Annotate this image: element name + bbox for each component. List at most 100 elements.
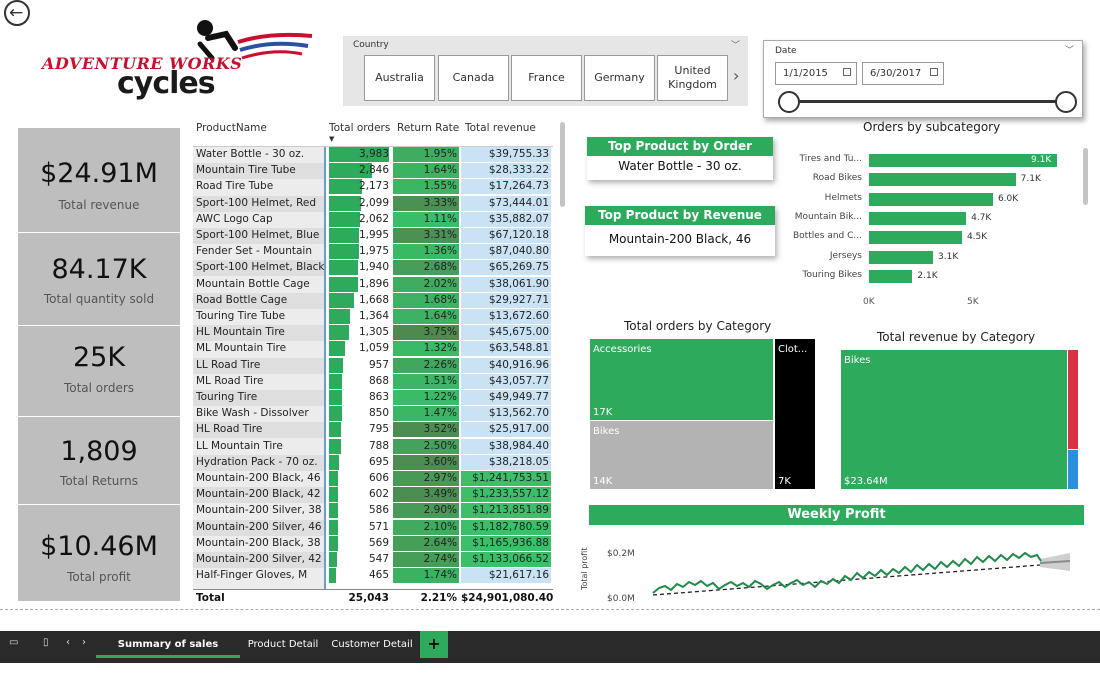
chart-scrollbar[interactable] [1083, 148, 1088, 205]
date-start-handle[interactable] [778, 91, 800, 113]
orders-data-bar [329, 373, 343, 389]
subcategory-bar[interactable] [869, 269, 913, 283]
cell-return-rate: 1.47% [393, 406, 459, 422]
table-row[interactable]: Road Bottle Cage 1,668 1.68% $29,927.71 [193, 292, 553, 309]
total-label: Total [196, 592, 225, 604]
card-value: Water Bottle - 30 oz. [618, 159, 742, 173]
category-label: Jerseys [829, 250, 862, 261]
header-product-name[interactable]: ProductName [196, 122, 267, 134]
table-row[interactable]: Half-Finger Gloves, M 465 1.74% $21,617.16 [193, 568, 553, 584]
prev-page-icon[interactable]: ‹ [66, 637, 70, 648]
header-return-rate[interactable]: Return Rate [397, 122, 460, 134]
subcategory-bar[interactable] [869, 211, 967, 225]
table-row[interactable]: Mountain-200 Black, 38 569 2.64% $1,165,936… [193, 535, 553, 552]
table-row[interactable]: Mountain-200 Silver, 42 547 2.74% $1,133,06… [193, 552, 553, 568]
treemap-cell-clothing-revenue[interactable] [1068, 450, 1078, 489]
orders-data-bar [329, 179, 362, 195]
total-orders: 25,043 [348, 592, 389, 604]
orders-data-bar [329, 357, 344, 373]
cell-total-revenue: $65,269.75 [461, 260, 551, 276]
table-row[interactable]: Mountain-200 Silver, 46 571 2.10% $1,182,78… [193, 519, 553, 536]
cell-product-name: LL Road Tire [196, 358, 261, 371]
table-row[interactable]: Road Tire Tube 2,173 1.55% $17,264.73 [193, 179, 553, 195]
cell-total-revenue: $67,120.18 [461, 228, 551, 243]
header-total-orders[interactable]: Total orders [329, 122, 391, 134]
top-product-by-order-card: Top Product by Order Water Bottle - 30 o… [587, 137, 773, 180]
table-row[interactable]: Mountain Tire Tube 2,846 1.64% $28,333.22 [193, 163, 553, 180]
start-date-input[interactable]: 1/1/2015 [775, 62, 857, 85]
treemap-cell-bikes-revenue[interactable]: Bikes $23.64M [841, 350, 1067, 489]
tab-product-detail[interactable]: Product Detail [247, 639, 319, 650]
table-row[interactable]: HL Road Tire 795 3.52% $25,917.00 [193, 422, 553, 439]
table-row[interactable]: Bike Wash - Dissolver 850 1.47% $13,562.70 [193, 406, 553, 422]
date-end-handle[interactable] [1055, 91, 1077, 113]
subcategory-bar[interactable] [869, 231, 962, 245]
treemap-cell-accessories[interactable]: Accessories 17K [590, 339, 773, 420]
table-row[interactable]: Fender Set - Mountain 1,975 1.36% $87,040.8… [193, 244, 553, 260]
country-option-united-kingdom[interactable]: United Kingdom [657, 55, 728, 101]
subcategory-bar[interactable] [869, 192, 993, 206]
table-row[interactable]: ML Road Tire 868 1.51% $43,057.77 [193, 373, 553, 390]
table-row[interactable]: Mountain Bottle Cage 1,896 2.02% $38,061.90 [193, 276, 553, 293]
orders-value: 2,173 [358, 180, 389, 193]
table-scrollbar[interactable] [560, 122, 565, 207]
table-row[interactable]: Mountain-200 Black, 42 602 3.49% $1,233,557… [193, 487, 553, 504]
table-row[interactable]: Mountain-200 Black, 46 606 2.97% $1,241,753… [193, 471, 553, 487]
cell-return-rate: 1.64% [393, 163, 459, 179]
calendar-icon[interactable] [843, 68, 851, 76]
table-row[interactable]: Touring Tire 863 1.22% $49,949.77 [193, 390, 553, 406]
table-row[interactable]: Mountain-200 Silver, 38 586 2.90% $1,213,85… [193, 503, 553, 519]
orders-data-bar [329, 535, 338, 551]
tab-summary-dashboard[interactable]: Summary of sales Dashboard [117, 639, 219, 677]
add-page-button[interactable]: + [420, 631, 448, 658]
country-option-germany[interactable]: Germany [584, 55, 655, 101]
header-total-revenue[interactable]: Total revenue [465, 122, 536, 134]
subcategory-bar[interactable] [869, 173, 1016, 187]
mobile-view-icon[interactable]: ▯ [43, 637, 49, 648]
table-row[interactable]: ML Mountain Tire 1,059 1.32% $63,548.81 [193, 341, 553, 357]
table-row[interactable]: Sport-100 Helmet, Blue 1,995 3.31% $67,120.… [193, 228, 553, 244]
treemap-cell-clothing[interactable]: Clot... 7K [775, 339, 815, 489]
cell-product-name: Fender Set - Mountain [196, 245, 312, 258]
table-row[interactable]: Touring Tire Tube 1,364 1.64% $13,672.60 [193, 309, 553, 325]
tab-customer-detail[interactable]: Customer Detail [331, 639, 413, 650]
table-row[interactable]: Hydration Pack - 70 oz. 695 3.60% $38,218.0… [193, 454, 553, 471]
date-range-track[interactable] [788, 100, 1065, 103]
subcategory-bar[interactable] [869, 250, 934, 264]
table-row[interactable]: Sport-100 Helmet, Red 2,099 3.33% $73,444.0… [193, 195, 553, 212]
y-tick-label: $0.2M [607, 549, 635, 559]
subcategory-bar[interactable] [869, 154, 1057, 167]
table-total-row: Total 25,043 2.21% $24,901,080.40 [193, 589, 553, 607]
orders-value: 1,975 [358, 245, 389, 258]
chevron-down-icon[interactable]: ﹀ [730, 41, 740, 51]
calendar-icon[interactable] [930, 68, 938, 76]
end-date-input[interactable]: 6/30/2017 [862, 62, 944, 85]
chevron-down-icon[interactable]: ﹀ [1064, 46, 1074, 56]
table-row[interactable]: Water Bottle - 30 oz. 3,983 1.95% $39,755.3… [193, 147, 553, 163]
country-option-canada[interactable]: Canada [438, 55, 509, 101]
table-row[interactable]: HL Mountain Tire 1,305 3.75% $45,675.00 [193, 325, 553, 342]
orders-value: 1,940 [358, 261, 389, 274]
table-row[interactable]: AWC Logo Cap 2,062 1.11% $35,882.07 [193, 211, 553, 228]
orders-value: 465 [368, 569, 389, 582]
orders-value: 868 [368, 374, 389, 387]
desktop-view-icon[interactable]: ▭ [9, 637, 19, 648]
cell-return-rate: 1.11% [393, 211, 459, 227]
treemap-cell-bikes[interactable]: Bikes 14K [590, 421, 773, 489]
country-option-france[interactable]: France [511, 55, 582, 101]
table-row[interactable]: Sport-100 Helmet, Black 1,940 2.68% $65,269… [193, 260, 553, 277]
orders-data-bar [329, 341, 345, 357]
orders-data-bar [329, 147, 389, 162]
table-row[interactable]: LL Road Tire 957 2.26% $40,916.96 [193, 357, 553, 374]
next-page-icon[interactable]: › [82, 637, 86, 648]
orders-value: 850 [368, 407, 389, 420]
country-option-australia[interactable]: Australia [364, 55, 435, 101]
treemap-cell-accessories-revenue[interactable] [1068, 350, 1078, 449]
table-row[interactable]: LL Mountain Tire 788 2.50% $38,984.40 [193, 438, 553, 455]
page-separator [0, 609, 1100, 610]
kpi-value: 25K [72, 342, 126, 373]
bar-value-label: 6.0K [997, 193, 1019, 204]
cell-return-rate: 1.32% [393, 341, 459, 357]
chevron-right-icon[interactable]: › [733, 66, 740, 85]
back-button[interactable]: ← [4, 0, 30, 26]
